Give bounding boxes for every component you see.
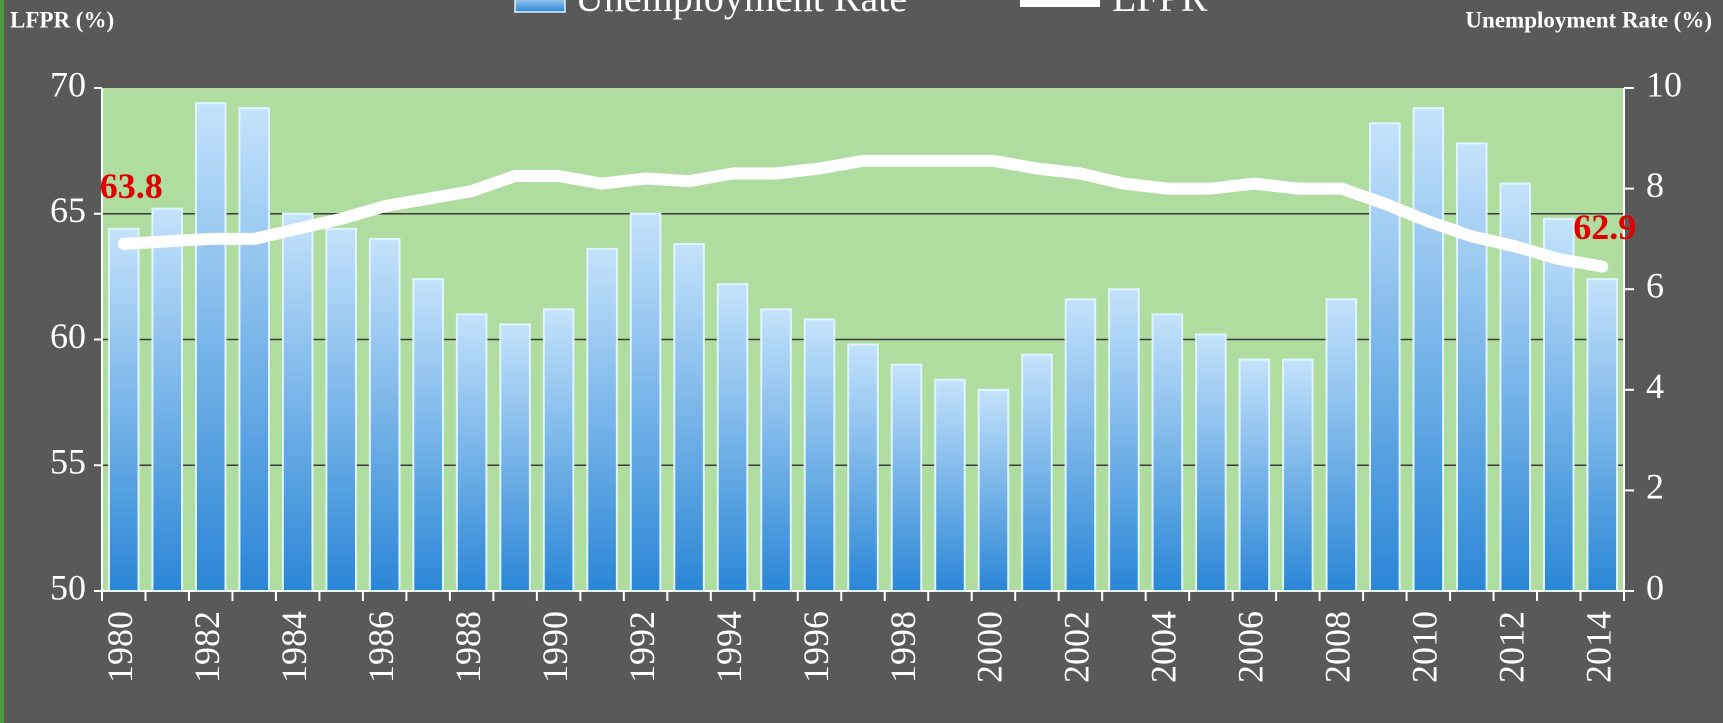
bar [368,237,401,592]
bar [1542,217,1575,592]
bar [194,102,227,592]
y-tick-label: 60 [50,316,86,356]
bar [499,323,531,592]
bar [1108,288,1140,592]
bar [1586,278,1619,592]
x-tick-label: 1988 [448,611,488,683]
y2-tick-label: 2 [1646,467,1664,507]
bar [1238,358,1271,592]
bar [803,318,836,592]
bar [1369,122,1401,593]
bar [586,247,618,593]
bar [1195,333,1227,592]
bar [890,363,923,592]
bar [1325,298,1358,592]
legend-swatch [514,0,566,13]
line [117,154,1609,273]
bar [1412,107,1445,593]
bar [1021,353,1053,592]
x-tick-label: 1994 [709,611,749,683]
bar [629,212,662,592]
bar [1151,313,1184,592]
x-tick-label: 2004 [1144,611,1184,683]
x-tick-label: 2000 [970,611,1010,683]
bar [542,308,575,592]
y2-tick-label: 4 [1646,366,1664,406]
y2-tick-label: 0 [1646,567,1664,607]
x-tick-label: 1984 [274,611,314,683]
bar [716,283,749,592]
edge-strip [0,0,4,723]
data-label: 62.9 [1573,207,1636,247]
y-tick-label: 55 [50,442,86,482]
bar [934,378,966,592]
bar [1282,358,1314,592]
legend-label: LFPR [1112,0,1208,20]
x-tick-label: 1998 [883,611,923,683]
bar [107,227,140,592]
x-tick-label: 2014 [1579,611,1619,683]
bar [673,242,705,592]
legend-label: Unemployment Rate [575,0,907,20]
bar [1456,142,1488,593]
x-tick-label: 2002 [1057,611,1097,683]
bar [1064,298,1097,592]
bar [977,388,1010,592]
x-tick-label: 1980 [100,611,140,683]
x-tick-label: 2010 [1405,611,1445,683]
y-tick-label: 65 [50,190,86,230]
y2-tick-label: 8 [1646,165,1664,205]
bar [151,207,184,592]
bar [847,343,879,592]
y-axis-title: LFPR (%) [10,7,114,32]
y-tick-label: 70 [50,64,86,104]
y2-tick-label: 6 [1646,265,1664,305]
x-tick-label: 2012 [1492,611,1532,683]
x-tick-label: 1992 [622,611,662,683]
y2-axis-title: Unemployment Rate (%) [1465,7,1712,32]
bar [760,308,792,592]
x-tick-label: 1990 [535,611,575,683]
data-label: 63.8 [100,166,163,206]
y2-tick-label: 10 [1646,64,1682,104]
bar [238,107,270,593]
bar [412,278,444,592]
x-tick-label: 2006 [1231,611,1271,683]
x-tick-label: 2008 [1318,611,1358,683]
y-tick-label: 50 [50,567,86,607]
x-tick-label: 1996 [796,611,836,683]
bar [325,227,357,592]
bar [455,313,488,592]
x-tick-label: 1982 [187,611,227,683]
bar [281,212,314,592]
x-tick-label: 1986 [361,611,401,683]
